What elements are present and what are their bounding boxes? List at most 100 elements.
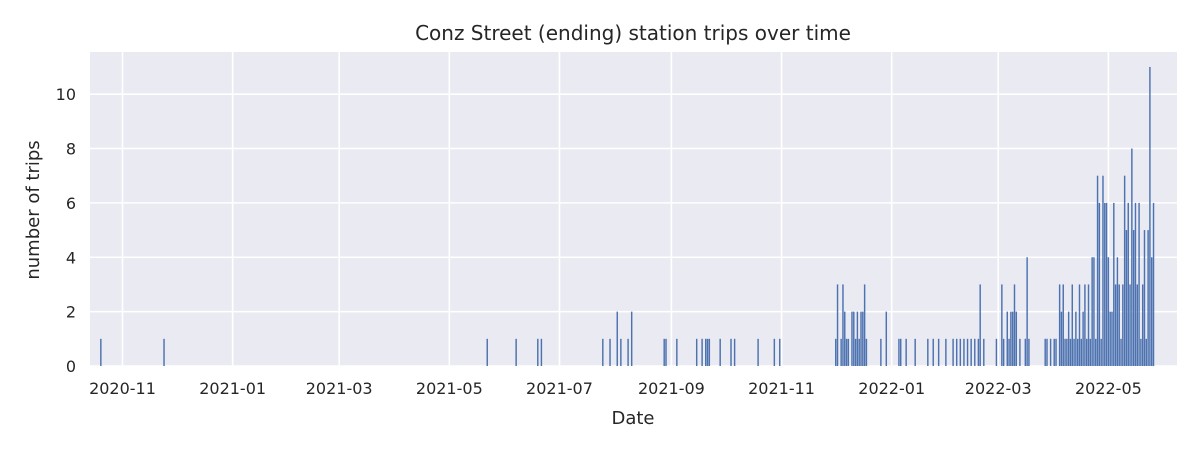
bar: [1087, 284, 1090, 366]
bar: [1084, 284, 1086, 366]
bar: [979, 284, 981, 366]
bar: [1024, 338, 1027, 366]
bar: [914, 338, 916, 366]
bar: [840, 338, 842, 366]
bar: [858, 338, 860, 366]
plot-area: [90, 52, 1177, 366]
bar: [977, 338, 980, 366]
bar: [1149, 66, 1151, 366]
bar: [863, 284, 866, 366]
bar: [1111, 311, 1113, 366]
bar: [1095, 338, 1097, 366]
bar: [1010, 311, 1012, 366]
bar: [845, 338, 848, 366]
bar: [1064, 338, 1066, 366]
bar: [1114, 284, 1117, 366]
bar: [1073, 338, 1075, 366]
bar: [1116, 257, 1119, 366]
x-tick-label: 2021-11: [748, 379, 815, 398]
bar: [1085, 338, 1088, 366]
bar: [1006, 311, 1008, 366]
bar: [1044, 338, 1046, 366]
bar: [927, 338, 929, 366]
bar: [1071, 284, 1073, 366]
bar: [1118, 284, 1120, 366]
bar: [1113, 202, 1115, 366]
bar: [701, 338, 703, 366]
bar: [1089, 338, 1092, 366]
bar: [602, 338, 604, 366]
bar: [1078, 284, 1081, 366]
x-tick-label: 2021-05: [416, 379, 483, 398]
bar: [616, 311, 618, 366]
bar: [844, 311, 846, 366]
bar: [853, 311, 855, 366]
bar: [100, 338, 102, 366]
bar: [1134, 202, 1137, 366]
bar: [1066, 338, 1068, 366]
bar: [1055, 338, 1057, 366]
y-tick-label: 4: [66, 248, 76, 267]
bar: [537, 338, 539, 366]
bar: [1046, 338, 1048, 366]
x-tick-label: 2021-03: [306, 379, 373, 398]
bar: [1011, 311, 1014, 366]
bar: [1150, 257, 1153, 366]
chart-title: Conz Street (ending) station trips over …: [415, 21, 851, 45]
x-tick-label: 2022-01: [858, 379, 925, 398]
bar: [1082, 311, 1084, 366]
bar: [970, 338, 972, 366]
bar: [540, 338, 543, 366]
bar: [1062, 284, 1064, 366]
bar: [1002, 338, 1005, 366]
bar: [1026, 257, 1028, 366]
y-tick-label: 10: [56, 85, 76, 104]
bar: [1131, 148, 1133, 366]
bar: [1141, 284, 1144, 366]
bar: [1138, 202, 1140, 366]
bar: [1132, 230, 1135, 366]
y-tick-label: 0: [66, 357, 76, 376]
bar: [880, 338, 882, 366]
bar: [1107, 257, 1110, 366]
bar: [665, 338, 667, 366]
y-axis-label: number of trips: [23, 140, 44, 279]
bar: [609, 338, 611, 366]
bar: [937, 338, 940, 366]
bar: [1120, 338, 1122, 366]
bar: [757, 338, 759, 366]
x-tick-label: 2021-09: [638, 379, 705, 398]
bar: [865, 338, 868, 366]
bar: [995, 338, 998, 366]
bar: [733, 338, 736, 366]
bar: [1019, 338, 1021, 366]
bar: [945, 338, 947, 366]
bar: [708, 338, 711, 366]
bar: [730, 338, 732, 366]
bar: [515, 338, 517, 366]
bar: [1125, 230, 1128, 366]
bar: [1102, 175, 1104, 366]
bar: [706, 338, 709, 366]
bar: [854, 338, 857, 366]
bar: [1028, 338, 1030, 366]
bar: [695, 338, 698, 366]
bar: [836, 284, 839, 366]
bar: [1060, 311, 1063, 366]
bar: [1127, 202, 1129, 366]
bar: [1145, 338, 1148, 366]
x-axis-label: Date: [611, 408, 654, 429]
bar: [974, 338, 976, 366]
bar: [1122, 284, 1124, 366]
bar: [486, 338, 488, 366]
bar: [1076, 338, 1079, 366]
bar: [1123, 175, 1126, 366]
bars: [100, 66, 1155, 366]
bar: [663, 338, 665, 366]
bar: [955, 338, 958, 366]
bar: [1096, 175, 1099, 366]
bar: [856, 311, 859, 366]
bar: [847, 338, 850, 366]
